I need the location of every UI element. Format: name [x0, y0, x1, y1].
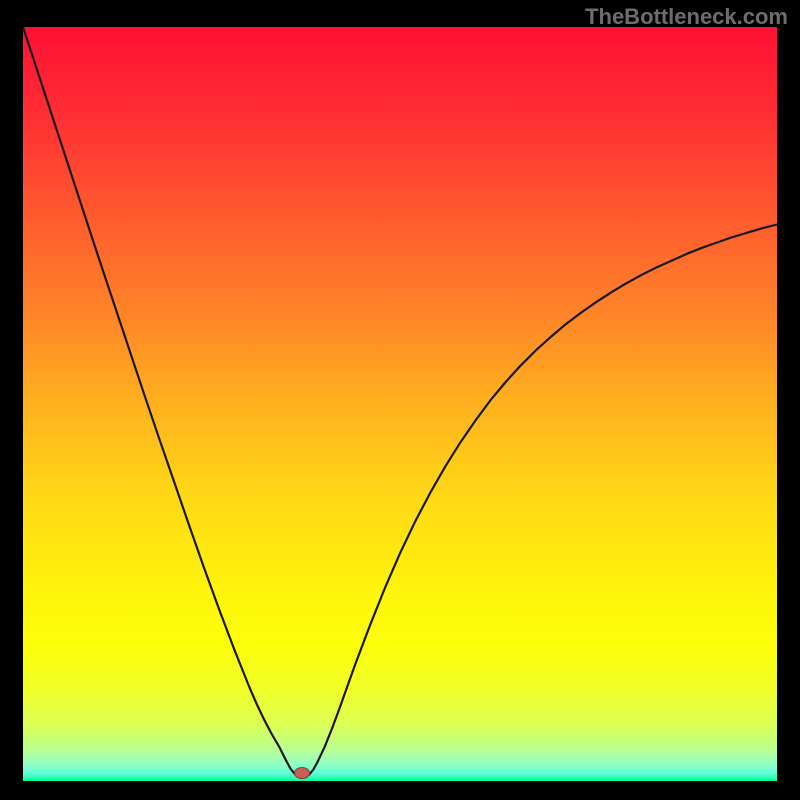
watermark-text: TheBottleneck.com	[585, 4, 788, 30]
curve-svg	[23, 27, 777, 781]
minimum-marker	[294, 767, 310, 779]
bottleneck-curve	[23, 27, 777, 778]
plot-area	[23, 27, 777, 781]
